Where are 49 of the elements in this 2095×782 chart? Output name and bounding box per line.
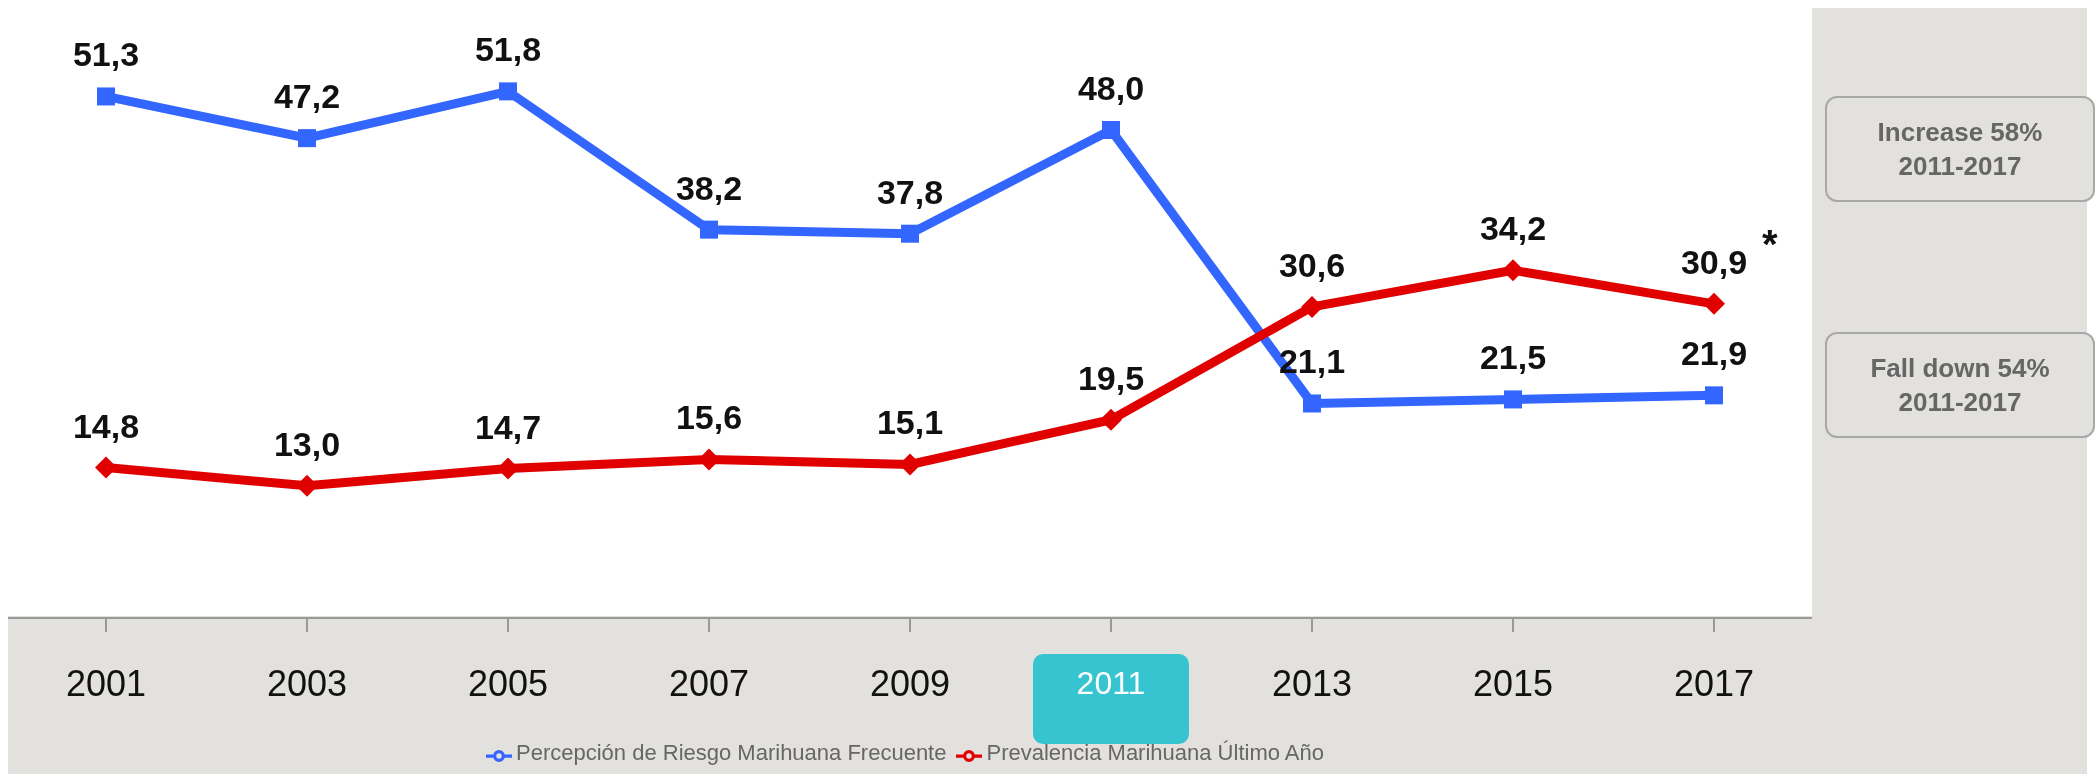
point <box>700 220 718 239</box>
data-label: 13,0 <box>273 424 341 463</box>
point <box>1703 292 1725 315</box>
data-label: 14,7 <box>474 407 542 446</box>
note-box: Increase 58% 2011-2017 <box>1825 96 2095 202</box>
point <box>1705 386 1723 405</box>
data-label: 51,8 <box>474 30 542 69</box>
data-label: 47,2 <box>273 77 341 116</box>
point <box>1502 259 1524 282</box>
x-tick-label: 2011 <box>1076 665 1146 702</box>
point <box>499 82 517 101</box>
x-tick-label: 2013 <box>1271 662 1353 704</box>
data-label: 21,9 <box>1680 334 1748 373</box>
point <box>97 87 115 106</box>
point <box>95 456 117 479</box>
point <box>1100 408 1122 431</box>
data-label: 19,5 <box>1077 358 1145 397</box>
x-tick-label: 2007 <box>668 662 750 704</box>
x-tick-label: 2015 <box>1472 662 1554 704</box>
data-label: 30,6 <box>1278 245 1346 284</box>
note-box: Fall down 54% 2011-2017 <box>1825 332 2095 438</box>
legend-label: Percepción de Riesgo Marihuana Frecuente <box>516 740 947 765</box>
data-label: 38,2 <box>675 168 743 207</box>
point <box>698 448 720 471</box>
data-label: 48,0 <box>1077 69 1145 107</box>
data-label: 51,3 <box>72 35 140 74</box>
x-tick-label: 2005 <box>467 662 549 704</box>
data-label: 30,9 <box>1680 242 1748 281</box>
point <box>497 457 519 480</box>
data-label: 15,6 <box>675 398 743 437</box>
data-label: 21,5 <box>1479 338 1547 377</box>
point <box>298 129 316 148</box>
point <box>1102 121 1120 139</box>
point <box>1303 394 1321 413</box>
legend-label: Prevalencia Marihuana Último Año <box>986 740 1324 765</box>
point <box>899 453 921 476</box>
point <box>1301 295 1323 318</box>
data-label: 14,8 <box>72 406 140 445</box>
x-tick-label: 2017 <box>1673 662 1755 704</box>
x-tick-label: 2001 <box>65 662 147 704</box>
point <box>296 474 318 497</box>
point <box>1504 390 1522 409</box>
annotation: * <box>1762 221 1778 266</box>
x-tick-label: 2003 <box>266 662 348 704</box>
data-label: 34,2 <box>1479 209 1547 248</box>
point <box>901 224 919 243</box>
data-label: 15,1 <box>876 403 944 442</box>
x-tick-label: 2009 <box>869 662 951 704</box>
data-label: 37,8 <box>876 172 944 211</box>
